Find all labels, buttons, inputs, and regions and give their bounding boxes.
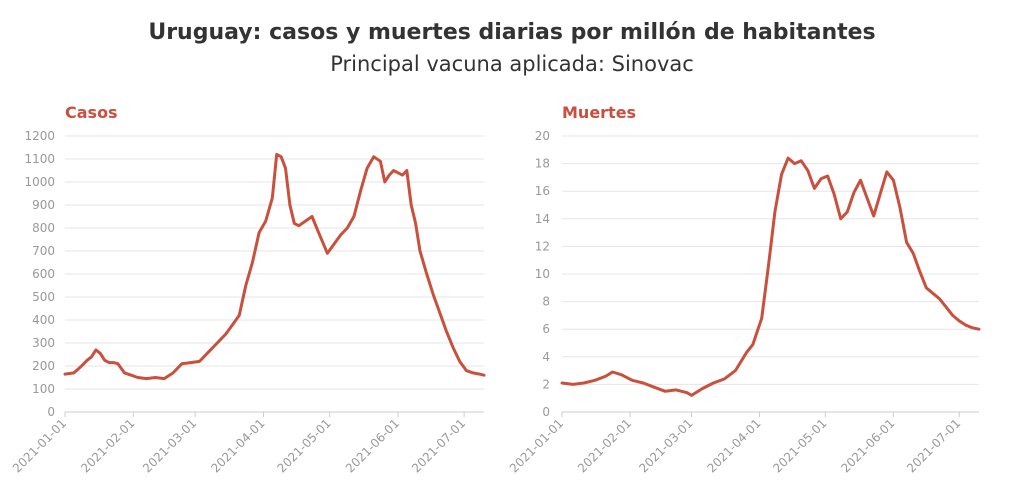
x-tick-label: 2021-05-01	[770, 416, 829, 475]
y-tick-label: 2	[542, 377, 550, 391]
x-tick-label: 2021-01-01	[507, 416, 566, 475]
panel-title: Muertes	[562, 103, 636, 122]
y-tick-label: 700	[32, 244, 55, 258]
y-tick-label: 18	[535, 157, 550, 171]
y-tick-label: 1200	[24, 129, 55, 143]
x-tick-label: 2021-02-01	[575, 416, 634, 475]
y-tick-label: 10	[535, 267, 550, 281]
y-tick-label: 200	[32, 359, 55, 373]
y-tick-label: 100	[32, 382, 55, 396]
y-tick-label: 0	[542, 405, 550, 419]
y-tick-label: 6	[542, 322, 550, 336]
series-line	[63, 152, 486, 381]
y-tick-label: 1000	[24, 175, 55, 189]
x-tick-label: 2021-03-01	[636, 416, 695, 475]
y-tick-label: 4	[542, 350, 550, 364]
chart-subtitle: Principal vacuna aplicada: Sinovac	[330, 52, 694, 76]
y-tick-label: 0	[47, 405, 55, 419]
y-tick-label: 14	[535, 212, 550, 226]
y-tick-label: 1100	[24, 152, 55, 166]
y-tick-label: 16	[535, 184, 550, 198]
chart-title: Uruguay: casos y muertes diarias por mil…	[148, 20, 876, 45]
y-tick-label: 400	[32, 313, 55, 327]
y-tick-label: 900	[32, 198, 55, 212]
x-tick-label: 2021-04-01	[208, 416, 267, 475]
x-tick-label: 2021-06-01	[343, 416, 402, 475]
y-tick-label: 300	[32, 336, 55, 350]
y-tick-label: 8	[542, 295, 550, 309]
y-tick-label: 12	[535, 239, 550, 253]
x-tick-label: 2021-07-01	[904, 416, 963, 475]
y-tick-label: 20	[535, 129, 550, 143]
x-tick-label: 2021-06-01	[838, 416, 897, 475]
x-tick-label: 2021-04-01	[704, 416, 763, 475]
y-tick-label: 500	[32, 290, 55, 304]
x-tick-label: 2021-03-01	[140, 416, 199, 475]
y-tick-label: 800	[32, 221, 55, 235]
x-tick-label: 2021-02-01	[78, 416, 137, 475]
panel-title: Casos	[65, 103, 118, 122]
series-line	[560, 156, 981, 397]
x-tick-label: 2021-07-01	[409, 416, 468, 475]
y-tick-label: 600	[32, 267, 55, 281]
x-tick-label: 2021-05-01	[275, 416, 334, 475]
x-tick-label: 2021-01-01	[10, 416, 69, 475]
